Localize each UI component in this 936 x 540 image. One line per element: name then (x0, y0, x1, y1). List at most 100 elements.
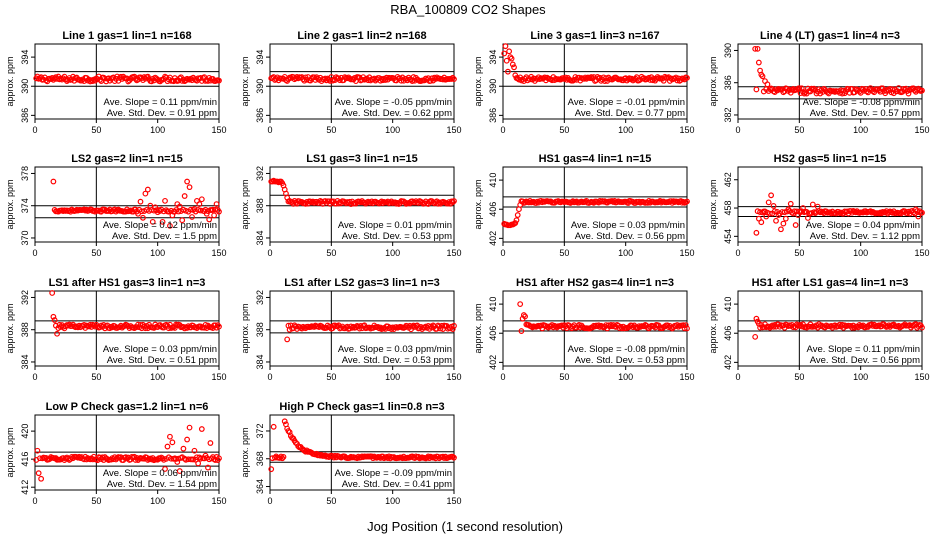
data-point (169, 212, 176, 219)
data-point (34, 447, 41, 454)
y-axis-label: approx. ppm (5, 427, 15, 477)
data-point (114, 455, 121, 461)
y-axis-label: approx. ppm (240, 179, 250, 229)
data-point (197, 455, 204, 462)
stddev-stat: Ave. Std. Dev. = 0.77 ppm (575, 108, 685, 119)
y-tick-label: 410 (723, 297, 733, 312)
x-tick-label: 100 (150, 125, 165, 135)
data-point (814, 203, 821, 210)
data-point (758, 219, 765, 226)
data-point (513, 217, 520, 224)
stddev-stat: Ave. Std. Dev. = 0.53 ppm (342, 231, 452, 242)
data-point (197, 74, 204, 81)
y-tick-label: 454 (723, 229, 733, 244)
panel-13: Low P Check gas=1.2 lin=1 n=6 0 50 100 150 41… (5, 401, 227, 506)
panel-11: HS1 after HS2 gas=4 lin=1 n=3 0 50 100 150 40… (473, 277, 695, 382)
data-point (512, 220, 519, 226)
data-point (174, 459, 181, 465)
x-tick-label: 150 (446, 125, 461, 135)
y-axis-label: approx. ppm (473, 303, 483, 353)
data-point (449, 74, 456, 81)
data-point (329, 77, 336, 84)
y-tick-label: 420 (20, 424, 30, 439)
y-tick-label: 388 (255, 198, 265, 213)
data-point (511, 64, 517, 71)
figure-x-axis-label: Jog Position (1 second resolution) (367, 519, 563, 534)
data-point (186, 184, 193, 191)
data-point (449, 326, 456, 332)
plot-frame (737, 290, 923, 367)
plot-frame (737, 43, 923, 120)
data-point (140, 214, 146, 221)
x-tick-label: 150 (914, 372, 929, 382)
data-point (184, 436, 191, 443)
y-tick-label: 386 (488, 108, 498, 123)
y-axis-label: approx. ppm (240, 56, 250, 106)
data-point (149, 218, 156, 225)
y-tick-label: 382 (723, 107, 733, 122)
data-point (270, 423, 277, 430)
slope-stat: Ave. Slope = -0.01 ppm/min (568, 97, 685, 108)
data-point (763, 213, 770, 220)
data-point (90, 322, 97, 329)
data-point (187, 206, 194, 213)
data-point (768, 192, 775, 199)
data-point (280, 454, 287, 460)
data-point (122, 454, 129, 461)
data-point (198, 426, 205, 432)
x-tick-label: 0 (32, 496, 37, 506)
data-point (682, 322, 689, 329)
data-point (279, 455, 286, 462)
slope-stat: Ave. Slope = -0.05 ppm/min (335, 97, 452, 108)
data-point (357, 199, 364, 206)
x-tick-label: 100 (618, 248, 633, 258)
y-tick-label: 406 (488, 202, 498, 217)
data-point (437, 325, 444, 332)
data-point (198, 196, 205, 203)
data-point (211, 456, 217, 463)
panel-title: Line 2 gas=1 lin=2 n=168 (297, 30, 426, 42)
panel-title: LS1 after LS2 gas=3 lin=1 n=3 (284, 277, 440, 289)
data-point (770, 203, 777, 209)
y-tick-label: 402 (488, 355, 498, 370)
data-point (448, 76, 455, 82)
data-point (142, 190, 149, 197)
slope-stat: Ave. Slope = 0.11 ppm/min (807, 344, 920, 355)
x-tick-label: 150 (914, 125, 929, 135)
panel-9: LS1 after HS1 gas=3 lin=1 n=3 0 50 100 150 38… (5, 277, 227, 382)
y-tick-label: 416 (20, 452, 30, 467)
y-tick-label: 390 (20, 79, 30, 94)
panel-14: High P Check gas=1 lin=0.8 n=3 0 50 100 150 3… (240, 401, 462, 506)
panel-6: LS1 gas=3 lin=1 n=15 0 50 100 150 384 388 392 ap… (240, 153, 462, 258)
data-point (451, 454, 457, 461)
data-point (35, 470, 42, 477)
y-tick-label: 386 (20, 108, 30, 123)
data-point (284, 194, 291, 201)
x-tick-label: 0 (32, 248, 37, 258)
panel-title: HS1 after HS2 gas=4 lin=1 n=3 (516, 277, 674, 289)
data-point (522, 199, 528, 206)
stddev-stat: Ave. Std. Dev. = 0.57 ppm (810, 108, 920, 119)
panel-title: Line 3 gas=1 lin=3 n=167 (530, 30, 659, 42)
x-tick-label: 0 (735, 248, 740, 258)
data-point (781, 209, 788, 216)
slope-stat: Ave. Slope = 0.11 ppm/min (104, 97, 217, 108)
data-point (809, 201, 816, 208)
data-point (680, 322, 687, 329)
stddev-stat: Ave. Std. Dev. = 0.56 ppm (810, 355, 920, 366)
data-point (175, 208, 182, 215)
y-axis-label: approx. ppm (708, 56, 718, 106)
y-tick-label: 388 (20, 322, 30, 337)
x-tick-label: 0 (32, 125, 37, 135)
data-point (186, 424, 193, 431)
panel-title: LS2 gas=2 lin=1 n=15 (71, 153, 183, 165)
data-point (189, 214, 195, 220)
data-points (284, 322, 457, 343)
data-point (378, 76, 385, 82)
data-point (286, 326, 293, 333)
x-tick-label: 0 (32, 372, 37, 382)
x-tick-label: 50 (794, 248, 804, 258)
data-points (268, 418, 457, 473)
data-point (916, 87, 923, 93)
x-tick-label: 50 (326, 248, 336, 258)
